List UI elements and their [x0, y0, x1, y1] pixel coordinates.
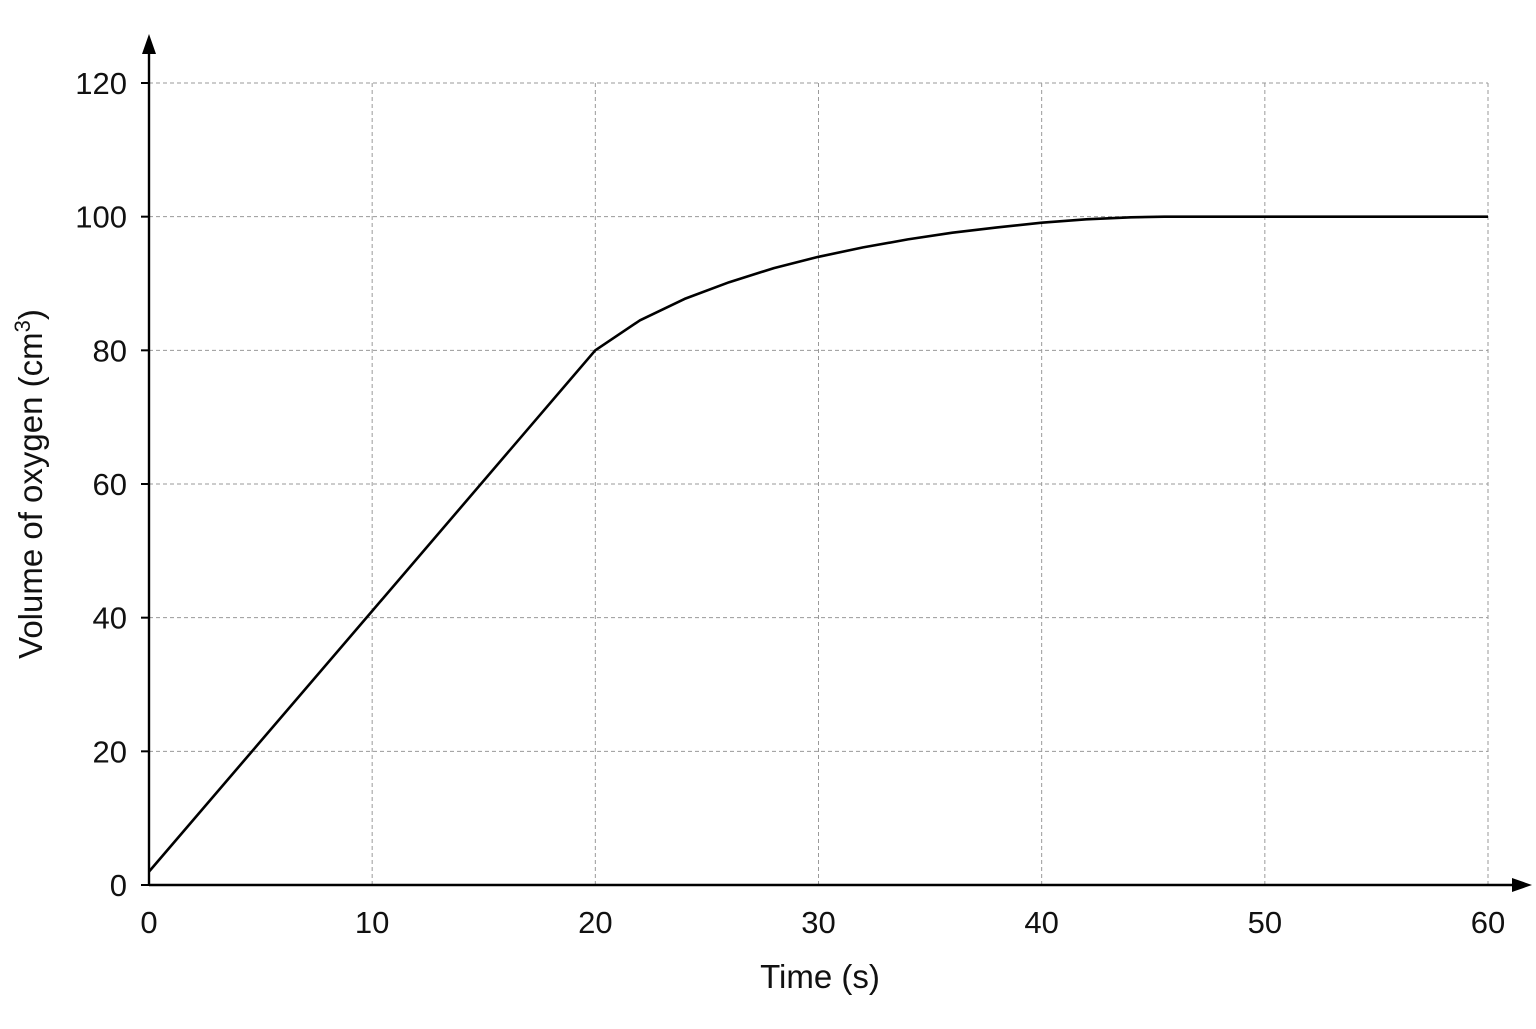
y-axis-title-main: Volume of oxygen (cm: [12, 332, 49, 659]
y-axis-arrowhead: [142, 34, 156, 54]
x-tick-label: 50: [1248, 905, 1282, 940]
x-axis-title: Time (s): [760, 958, 880, 995]
tick-labels: 0 10 20 30 40 50 60 0 20 40 60 80 100 120: [75, 66, 1505, 940]
y-tick-label: 40: [93, 601, 127, 636]
x-tick-label: 0: [140, 905, 157, 940]
series-line: [148, 215, 1488, 873]
axes: [142, 34, 1532, 892]
x-tick-label: 10: [355, 905, 389, 940]
y-axis-title-close: ): [12, 309, 49, 320]
y-tick-label: 100: [75, 200, 127, 235]
y-tick-label: 80: [93, 333, 127, 368]
x-tick-label: 60: [1471, 905, 1505, 940]
x-tick-label: 20: [578, 905, 612, 940]
y-tick-label: 60: [93, 467, 127, 502]
y-axis-title: Volume of oxygen (cm3): [10, 309, 49, 659]
x-tick-label: 30: [801, 905, 835, 940]
grid: [149, 82, 1489, 885]
y-tick-label: 0: [110, 868, 127, 903]
series: [148, 215, 1488, 873]
x-tick-label: 40: [1024, 905, 1058, 940]
x-axis-arrowhead: [1512, 878, 1532, 892]
y-tick-label: 20: [93, 734, 127, 769]
y-axis-title-superscript: 3: [10, 320, 35, 332]
y-tick-label: 120: [75, 66, 127, 101]
